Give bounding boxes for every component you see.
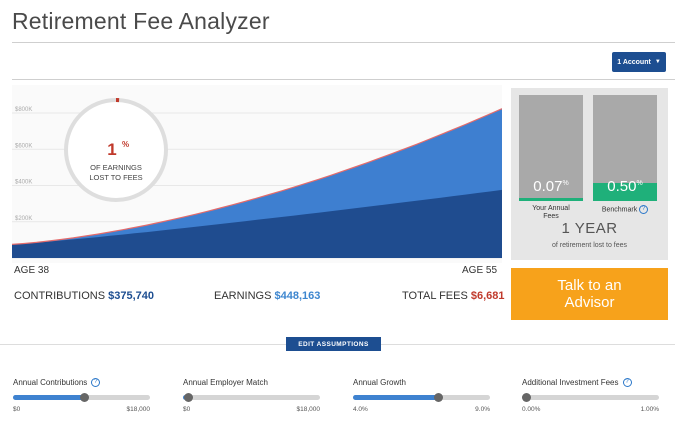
account-dropdown-button[interactable]: 1 Account ▼	[612, 52, 666, 72]
benchmark-bar: 0.50%	[593, 95, 657, 201]
fee-gauge: 1 % OF EARNINGS LOST TO FEES	[64, 98, 168, 202]
your-fees-unit: %	[562, 180, 569, 187]
age-end-label: AGE 55	[462, 265, 498, 276]
caret-down-icon: ▼	[654, 59, 661, 65]
slider-track[interactable]	[353, 393, 490, 402]
talk-to-advisor-button[interactable]: Talk to an Advisor	[511, 268, 668, 320]
your-fees-bar: 0.07%	[519, 95, 583, 201]
benchmark-value: 0.50	[607, 178, 637, 195]
y-tick-label: $800K	[15, 107, 32, 113]
y-tick-label: $200K	[15, 216, 32, 222]
gauge-caption-2: LOST TO FEES	[89, 173, 142, 182]
gauge-value: 1	[107, 140, 116, 159]
contributions-value: $375,740	[108, 290, 155, 302]
page-title: Retirement Fee Analyzer	[12, 8, 270, 34]
help-icon[interactable]: ?	[91, 378, 101, 388]
contributions-label: CONTRIBUTIONS	[14, 290, 106, 302]
slider-handle[interactable]	[522, 393, 531, 402]
slider-handle[interactable]	[433, 393, 443, 402]
your-fees-caption-1: Your Annual	[532, 205, 570, 212]
age-start-label: AGE 38	[14, 265, 50, 276]
header-divider	[12, 79, 675, 80]
gauge-arc	[64, 98, 168, 202]
fees-total: TOTAL FEES $6,681	[402, 290, 505, 302]
slider-min-label: $0	[13, 406, 21, 413]
benchmark-unit: %	[636, 180, 643, 187]
contributions-total: CONTRIBUTIONS $375,740	[14, 290, 154, 302]
slider-track[interactable]	[522, 393, 659, 402]
gauge-unit: %	[122, 140, 129, 149]
benchmark-fill	[593, 182, 657, 201]
title-divider	[12, 42, 675, 43]
benchmark-value-wrap: 0.50%	[593, 178, 657, 195]
slider-min-label: 0.00%	[522, 406, 541, 413]
slider-min-label: 4.0%	[353, 406, 368, 413]
fees-line	[12, 108, 502, 245]
growth-area-chart: $800K$600K$400K$200K$0K 1 % OF EARNINGS …	[12, 98, 502, 259]
slider-fill	[353, 395, 438, 400]
earnings-total: EARNINGS $448,163	[214, 290, 320, 302]
slider-max-label: 9.0%	[475, 406, 490, 413]
slider-track[interactable]	[13, 393, 150, 402]
slider-label: Annual Contributions?	[13, 378, 101, 388]
fees-label: TOTAL FEES	[402, 290, 468, 302]
your-fees-caption: Your Annual Fees	[519, 205, 583, 221]
advisor-button-line1: Talk to an	[557, 277, 622, 294]
fees-value: $6,681	[470, 290, 505, 302]
account-button-label: 1 Account	[617, 58, 651, 66]
slider-max-label: $18,000	[126, 406, 151, 413]
contributions-area	[12, 189, 502, 258]
benchmark-caption-text: Benchmark	[601, 206, 638, 214]
slider-label: Additional Investment Fees?	[522, 378, 632, 388]
slider-label-text: Annual Contributions	[13, 378, 88, 387]
benchmark-caption: Benchmark ?	[593, 205, 657, 214]
slider-fill	[13, 395, 85, 400]
gauge-caption-1: OF EARNINGS	[90, 163, 142, 172]
your-fees-value-wrap: 0.07%	[519, 178, 583, 195]
your-fees-value: 0.07	[533, 178, 563, 195]
help-icon[interactable]: ?	[639, 205, 649, 214]
slider-min-label: $0	[183, 406, 191, 413]
slider-track[interactable]	[183, 393, 320, 402]
slider-label-text: Additional Investment Fees	[522, 378, 619, 387]
slider-label: Annual Growth	[353, 378, 406, 387]
slider-max-label: 1.00%	[640, 406, 659, 413]
your-fees-caption-2: Fees	[543, 213, 559, 220]
slider-handle[interactable]	[184, 393, 194, 402]
your-fees-fill	[519, 197, 583, 201]
slider-label-text: Annual Growth	[353, 378, 406, 387]
years-lost-value: 1 YEAR	[561, 220, 618, 237]
earnings-value: $448,163	[274, 290, 321, 302]
earnings-label: EARNINGS	[214, 290, 272, 302]
slider-label-text: Annual Employer Match	[183, 378, 268, 387]
help-icon[interactable]: ?	[622, 378, 632, 388]
slider-label: Annual Employer Match	[183, 378, 268, 387]
fee-comparison-panel: 0.07% Your Annual Fees 0.50% Benchmark ?…	[511, 88, 668, 260]
years-lost-caption: of retirement lost to fees	[551, 242, 628, 249]
slider-max-label: $18,000	[296, 406, 321, 413]
advisor-button-line2: Advisor	[564, 294, 615, 311]
y-tick-label: $600K	[15, 143, 32, 149]
slider-handle[interactable]	[80, 393, 90, 402]
edit-assumptions-button[interactable]: EDIT ASSUMPTIONS	[286, 337, 381, 351]
y-tick-label: $400K	[15, 180, 32, 186]
